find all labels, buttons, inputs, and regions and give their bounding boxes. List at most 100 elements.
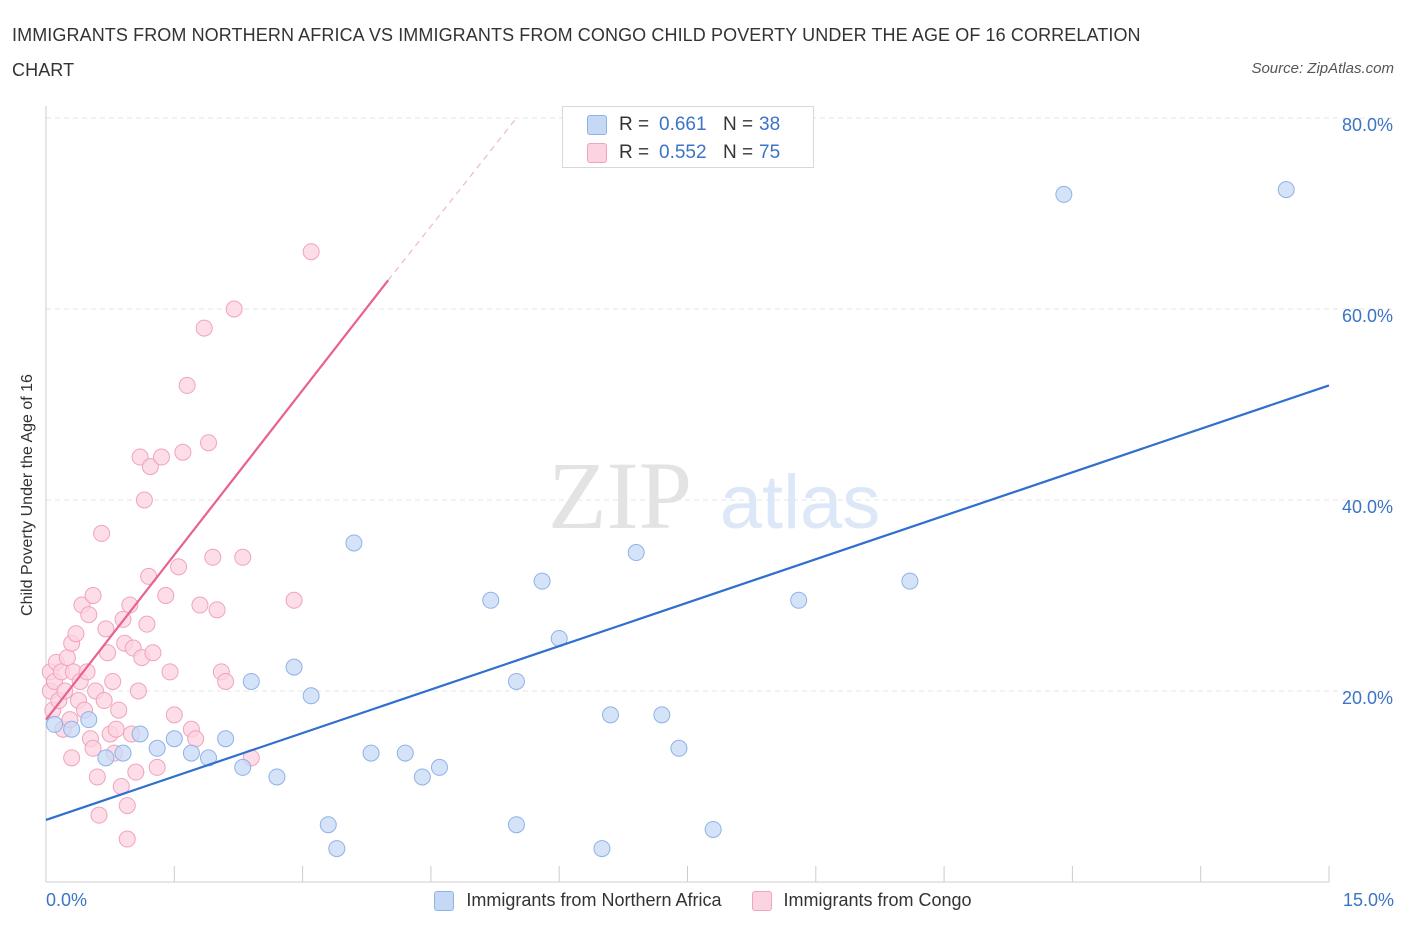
northern-africa-point xyxy=(901,572,919,590)
congo-point xyxy=(118,830,136,848)
congo-point xyxy=(170,558,188,576)
northern-africa-point xyxy=(63,720,81,738)
congo-point xyxy=(63,749,81,767)
legend-swatch-blue xyxy=(587,115,607,135)
r-label: R = xyxy=(619,114,650,135)
northern-africa-point xyxy=(217,730,235,748)
northern-africa-point xyxy=(533,572,551,590)
northern-africa-point xyxy=(234,758,252,776)
legend-swatch-pink xyxy=(587,143,607,163)
congo-point xyxy=(141,458,159,476)
legend-row-congo: R = 0.552 N = 75 xyxy=(587,140,780,166)
r-value: 0.661 xyxy=(659,114,707,135)
congo-point xyxy=(58,649,76,667)
legend-item-northern-africa: Immigrants from Northern Africa xyxy=(434,890,722,911)
series-legend: Immigrants from Northern Africa Immigran… xyxy=(0,890,1406,911)
northern-africa-point xyxy=(268,768,286,786)
northern-africa-point xyxy=(670,739,688,757)
congo-point xyxy=(80,606,98,624)
legend-label-northern-africa: Immigrants from Northern Africa xyxy=(466,890,722,910)
x-tick-max: 15.0% xyxy=(1342,890,1394,910)
northern-africa-point xyxy=(627,544,645,562)
congo-point xyxy=(107,720,125,738)
y-tick-label: 40.0% xyxy=(1342,497,1393,517)
northern-africa-point xyxy=(396,744,414,762)
northern-africa-point xyxy=(602,706,620,724)
y-tick-label: 60.0% xyxy=(1342,306,1393,326)
trend-line-northern-africa xyxy=(45,384,1330,821)
northern-africa-point xyxy=(131,725,149,743)
congo-point xyxy=(90,806,108,824)
legend-row-northern-africa: R = 0.661 N = 38 xyxy=(587,112,780,138)
x-tick-min: 0.0% xyxy=(46,890,88,910)
northern-africa-point xyxy=(345,534,363,552)
congo-point xyxy=(99,644,117,662)
northern-africa-point xyxy=(593,840,611,858)
northern-africa-point xyxy=(362,744,380,762)
northern-africa-point xyxy=(285,658,303,676)
y-tick-labels: 20.0% 40.0% 60.0% 80.0% xyxy=(1342,115,1393,708)
congo-point xyxy=(225,300,243,318)
northern-africa-point xyxy=(790,591,808,609)
congo-point xyxy=(161,663,179,681)
n-label: N = xyxy=(723,142,754,163)
chart-title: IMMIGRANTS FROM NORTHERN AFRICA VS IMMIG… xyxy=(12,25,1141,80)
northern-africa-point xyxy=(319,816,337,834)
congo-point xyxy=(234,548,252,566)
congo-point xyxy=(93,524,111,542)
congo-point xyxy=(302,243,320,261)
northern-africa-point xyxy=(430,758,448,776)
northern-africa-point xyxy=(328,840,346,858)
northern-africa-point xyxy=(507,816,525,834)
axes xyxy=(45,106,1330,883)
watermark: ZIP atlas xyxy=(548,442,880,549)
y-tick-label: 20.0% xyxy=(1342,688,1393,708)
northern-africa-point xyxy=(302,687,320,705)
gridlines xyxy=(46,117,1392,692)
trend-line-congo-extension xyxy=(387,117,517,281)
congo-point xyxy=(104,672,122,690)
northern-africa-point xyxy=(182,744,200,762)
congo-point xyxy=(135,491,153,509)
congo-point xyxy=(88,768,106,786)
northern-africa-point xyxy=(46,715,64,733)
congo-point xyxy=(191,596,209,614)
northern-africa-point xyxy=(114,744,132,762)
northern-africa-point xyxy=(80,711,98,729)
congo-point xyxy=(157,587,175,604)
congo-point xyxy=(204,548,222,566)
congo-point xyxy=(84,739,102,757)
congo-point xyxy=(127,763,145,781)
y-axis-label: Child Poverty Under the Age of 16 xyxy=(19,374,36,616)
congo-point xyxy=(187,730,205,748)
watermark-zip: ZIP xyxy=(548,442,692,549)
congo-point xyxy=(138,615,156,633)
northern-africa-point xyxy=(482,591,500,609)
northern-africa-point xyxy=(148,739,166,757)
r-label: R = xyxy=(619,142,650,163)
congo-point xyxy=(78,663,96,681)
congo-point xyxy=(56,682,74,700)
congo-point xyxy=(195,319,213,337)
y-tick-label: 80.0% xyxy=(1342,115,1393,135)
northern-africa-point xyxy=(653,706,671,724)
source-label: Source: ZipAtlas.com xyxy=(1251,60,1394,77)
congo-point xyxy=(200,434,218,452)
congo-point xyxy=(285,591,303,609)
trend-lines xyxy=(45,117,1330,821)
congo-point xyxy=(165,706,183,724)
congo-point xyxy=(208,601,226,619)
n-label: N = xyxy=(723,114,754,135)
congo-point xyxy=(174,443,192,461)
northern-africa-point xyxy=(507,672,525,690)
congo-point xyxy=(217,672,235,690)
northern-africa-point xyxy=(97,749,115,767)
congo-point xyxy=(97,620,115,638)
congo-point xyxy=(67,625,85,643)
n-value: 38 xyxy=(759,114,781,135)
congo-point xyxy=(95,692,113,710)
legend-swatch-blue xyxy=(434,890,455,911)
n-value: 75 xyxy=(759,142,781,163)
series-northern-africa xyxy=(46,181,1295,858)
congo-point xyxy=(144,644,162,662)
